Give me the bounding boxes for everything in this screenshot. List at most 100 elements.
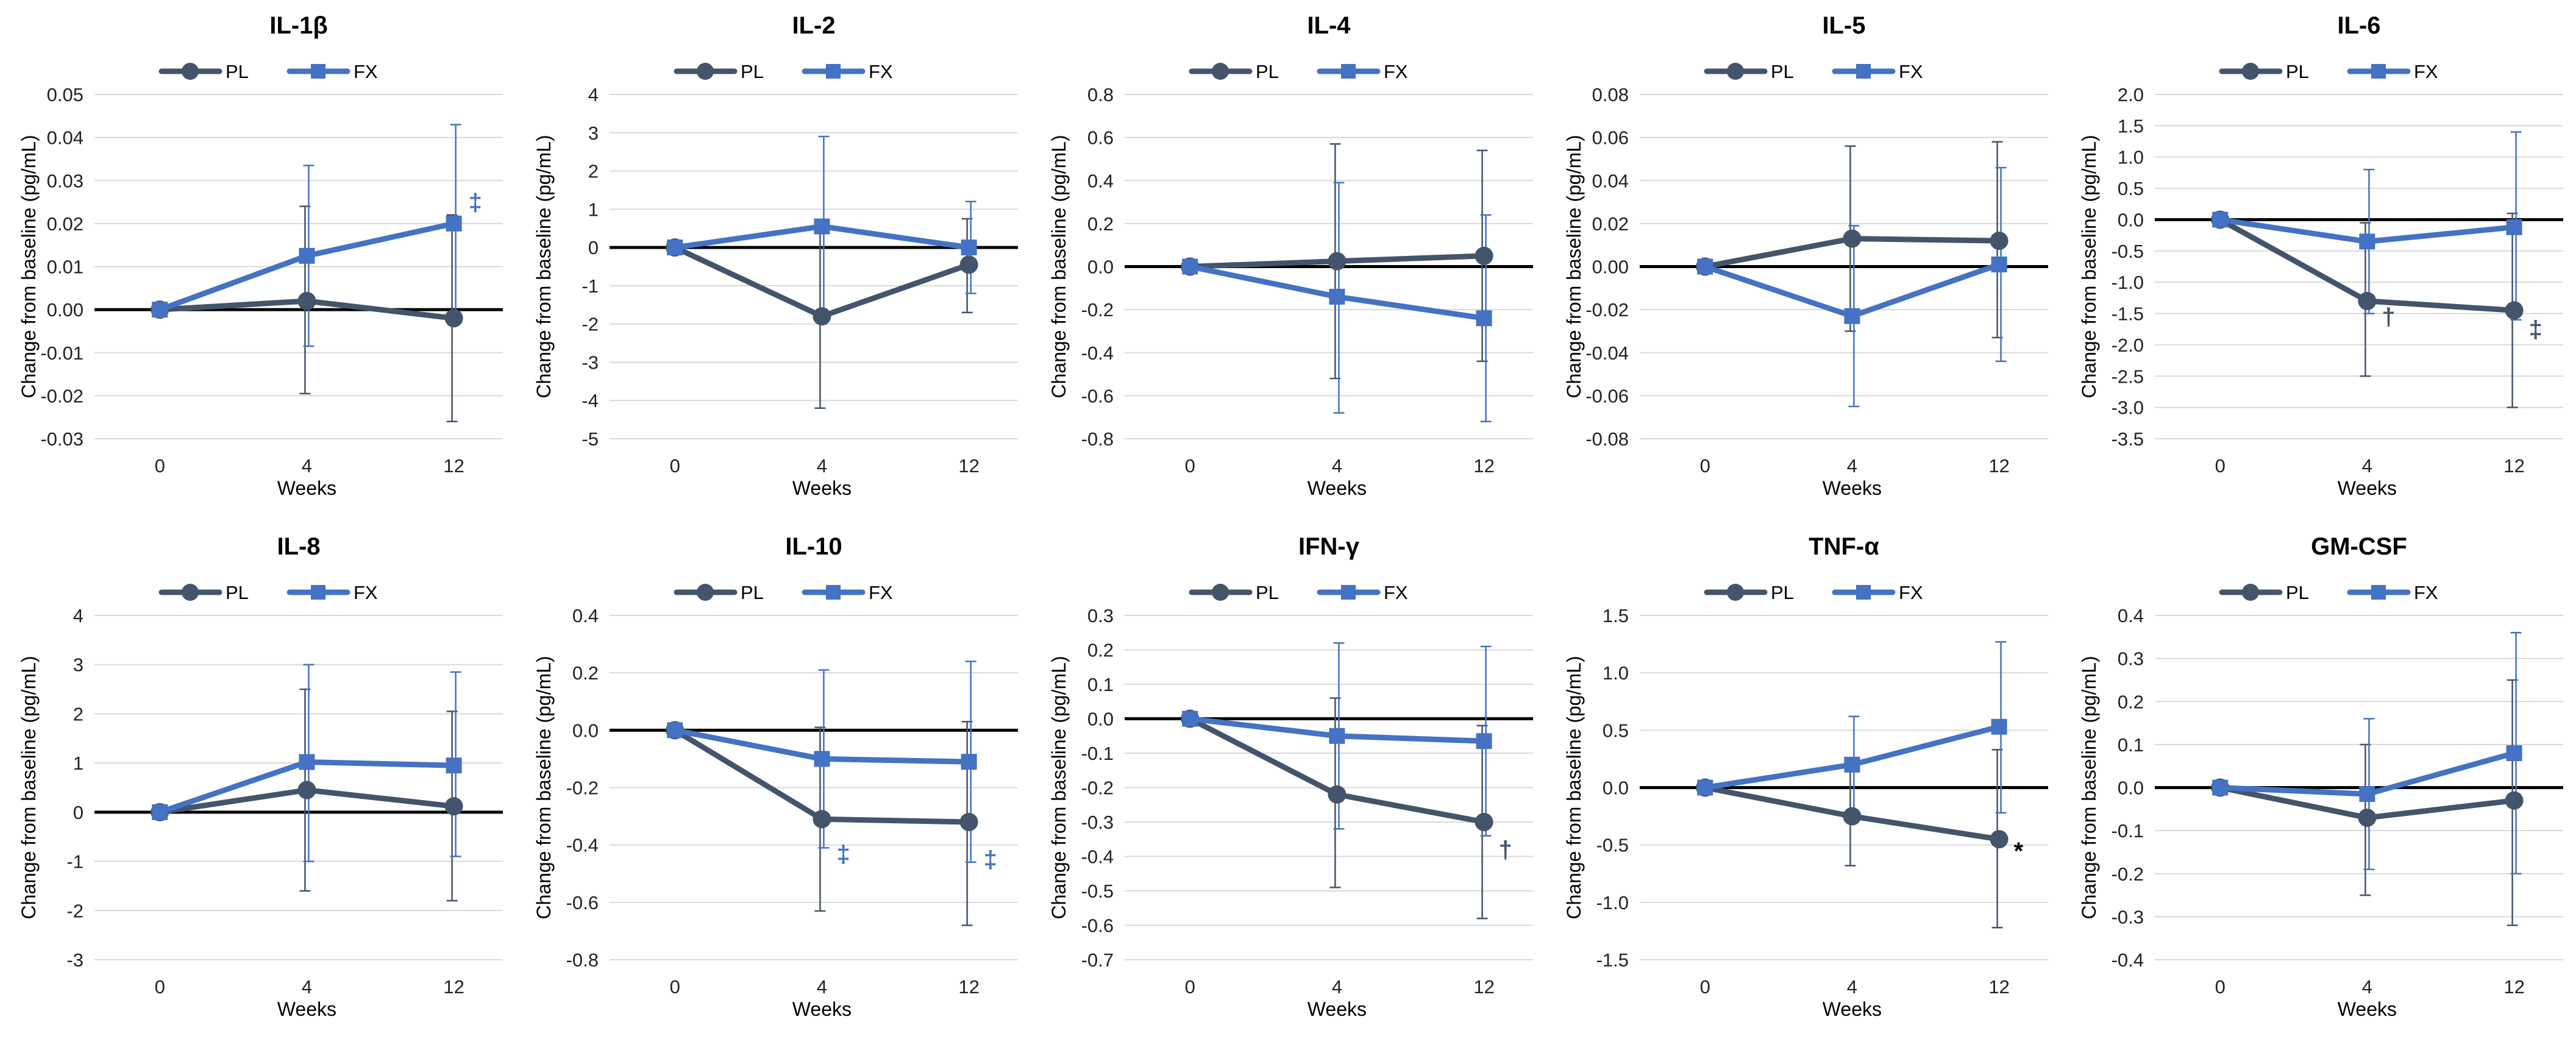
x-tick-label: 0 (155, 976, 165, 998)
y-tick-label: -0.01 (40, 342, 84, 364)
y-tick-label: 0.4 (572, 605, 599, 626)
x-axis-label: Weeks (2338, 998, 2397, 1020)
y-tick-label: -0.4 (1081, 846, 1114, 868)
y-tick-label: -4 (582, 390, 599, 411)
data-point-fx (2359, 233, 2375, 250)
data-point-fx (2359, 786, 2375, 803)
x-tick-label: 4 (1847, 976, 1857, 998)
data-point-fx (1329, 728, 1345, 744)
data-point-fx (667, 239, 683, 256)
y-tick-label: -5 (582, 428, 599, 450)
data-point-pl (1328, 785, 1347, 804)
y-tick-label: -2 (66, 900, 84, 921)
x-tick-label: 12 (2503, 455, 2524, 477)
y-tick-label: -0.5 (1596, 835, 1629, 856)
y-tick-label: -1 (582, 275, 599, 297)
y-tick-label: 0.02 (1592, 213, 1629, 235)
y-tick-label: -1.0 (1596, 892, 1629, 913)
data-point-fx (446, 215, 462, 232)
data-point-pl (444, 797, 463, 816)
y-tick-label: 1 (73, 753, 84, 774)
y-tick-label: 0.3 (2118, 648, 2144, 670)
y-tick-label: -3 (66, 949, 84, 971)
x-tick-label: 0 (2215, 976, 2226, 998)
x-axis-label: Weeks (792, 477, 852, 499)
data-point-fx (1844, 308, 1860, 324)
x-tick-label: 12 (1988, 455, 2009, 477)
legend-marker-circle (182, 584, 199, 601)
y-tick-label: -2.0 (2112, 335, 2144, 356)
y-tick-label: 0.06 (1592, 127, 1629, 149)
y-tick-label: 0.5 (1603, 720, 1629, 741)
x-tick-label: 4 (1332, 976, 1342, 998)
y-tick-label: -0.2 (1081, 778, 1114, 799)
y-tick-label: -0.04 (1585, 342, 1629, 364)
y-tick-label: -0.02 (1585, 299, 1629, 321)
y-tick-label: 0.2 (2118, 691, 2144, 712)
x-tick-label: 12 (443, 976, 464, 998)
y-tick-label: -1.0 (2112, 272, 2144, 293)
y-tick-label: -3.5 (2112, 428, 2144, 450)
legend-label: PL (2286, 582, 2309, 603)
y-tick-label: -0.03 (40, 428, 84, 450)
y-tick-label: 0.04 (47, 127, 84, 149)
y-axis-label: Change from baseline (pg/mL) (533, 656, 555, 919)
data-point-fx (1991, 718, 2007, 735)
legend-marker-circle (697, 584, 714, 601)
data-point-pl (297, 292, 316, 310)
data-point-pl (813, 810, 831, 829)
y-axis-label: Change from baseline (pg/mL) (1048, 656, 1070, 919)
y-tick-label: 3 (588, 122, 599, 144)
data-point-fx (961, 754, 977, 770)
x-tick-label: 0 (1700, 976, 1710, 998)
y-tick-label: 0 (73, 802, 84, 823)
x-tick-label: 0 (155, 455, 165, 477)
legend-label: FX (1899, 582, 1923, 603)
legend-label: FX (354, 61, 378, 82)
chart-panel: IL-6 PL FX -3.5 -3.0 -2.5 -2.0 -1.5 -1.0 -0.5 0.0 0… (2078, 12, 2563, 499)
legend-label: PL (226, 582, 249, 603)
y-tick-label: -0.02 (40, 385, 84, 406)
legend-label: PL (1256, 582, 1279, 603)
y-tick-label: -0.3 (2112, 906, 2144, 927)
y-tick-label: -0.1 (1081, 743, 1114, 764)
significance-marker: † (1499, 837, 1512, 863)
y-tick-label: -0.6 (1081, 915, 1114, 937)
chart-title: IFN-γ (1298, 533, 1360, 560)
legend-label: FX (1899, 61, 1923, 82)
y-tick-label: 2.0 (2118, 84, 2144, 105)
y-tick-label: 0.0 (572, 720, 599, 741)
x-tick-label: 12 (443, 455, 464, 477)
y-tick-label: -1.5 (2112, 303, 2144, 325)
y-tick-label: -0.2 (2112, 863, 2144, 885)
y-axis-label: Change from baseline (pg/mL) (2078, 656, 2100, 919)
legend-label: PL (1771, 61, 1794, 82)
y-tick-label: 0.4 (2118, 605, 2144, 626)
y-tick-label: 4 (73, 605, 84, 626)
y-tick-label: -0.06 (1585, 385, 1629, 406)
legend-marker-square (1341, 585, 1356, 600)
y-tick-label: 0.05 (47, 84, 84, 105)
y-tick-label: 0.00 (47, 299, 84, 321)
data-point-fx (2212, 211, 2229, 228)
y-tick-label: 0.2 (1087, 640, 1114, 661)
data-point-fx (1329, 288, 1345, 305)
x-axis-label: Weeks (1308, 477, 1367, 499)
chart-panel: TNF-α PL FX -1.5 -1.0 -0.5 0.0 0.5 1.0 1.5 Change … (1563, 533, 2048, 1020)
data-point-pl (1475, 813, 1493, 831)
data-point-pl (2505, 791, 2524, 810)
x-axis-label: Weeks (277, 477, 336, 499)
legend-label: PL (2286, 61, 2309, 82)
data-point-pl (1328, 252, 1347, 271)
y-tick-label: 0.1 (2118, 734, 2144, 756)
legend-marker-circle (1727, 584, 1744, 601)
x-tick-label: 0 (670, 455, 680, 477)
y-axis-label: Change from baseline (pg/mL) (1563, 656, 1585, 919)
y-tick-label: -2.5 (2112, 366, 2144, 387)
y-tick-label: -3.0 (2112, 397, 2144, 419)
data-point-fx (667, 722, 683, 739)
x-axis-label: Weeks (1308, 998, 1367, 1020)
legend-marker-circle (1212, 584, 1229, 601)
chart-title: GM-CSF (2311, 533, 2407, 560)
